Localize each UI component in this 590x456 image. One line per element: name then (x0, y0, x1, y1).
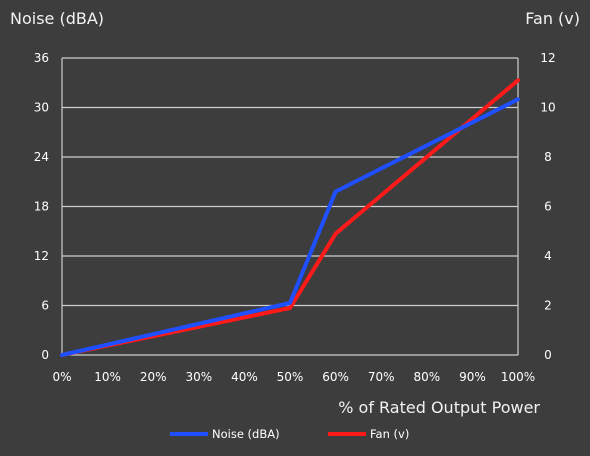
right-tick-label: 0 (544, 348, 552, 362)
left-tick-label: 18 (34, 200, 49, 214)
legend-label: Noise (dBA) (212, 427, 280, 441)
x-tick-label: 50% (277, 370, 304, 384)
right-tick-label: 4 (544, 249, 552, 263)
right-tick-label: 10 (540, 101, 555, 115)
left-tick-label: 24 (34, 150, 49, 164)
left-tick-label: 36 (34, 51, 49, 65)
x-tick-label: 100% (501, 370, 535, 384)
x-tick-label: 40% (231, 370, 258, 384)
right-axis-title: Fan (v) (525, 9, 580, 28)
x-tick-label: 20% (140, 370, 167, 384)
x-tick-label: 80% (413, 370, 440, 384)
x-tick-label: 0% (52, 370, 71, 384)
tick-labels: 0 0 6 2 12 4 18 6 24 8 30 10 36 12 0% 10% 20% 30% 40% 50% 60… (34, 51, 556, 384)
x-tick-label: 30% (185, 370, 212, 384)
left-tick-label: 12 (34, 249, 49, 263)
right-tick-label: 12 (540, 51, 555, 65)
legend: Noise (dBA) Fan (v) (170, 427, 409, 441)
left-tick-label: 6 (41, 299, 49, 313)
left-tick-label: 30 (34, 101, 49, 115)
x-tick-label: 90% (459, 370, 486, 384)
x-tick-label: 60% (322, 370, 349, 384)
x-tick-label: 10% (94, 370, 121, 384)
left-axis-title: Noise (dBA) (10, 9, 104, 28)
right-tick-label: 8 (544, 150, 552, 164)
right-tick-label: 6 (544, 200, 552, 214)
right-tick-label: 2 (544, 299, 552, 313)
x-axis-title: % of Rated Output Power (338, 398, 540, 417)
left-tick-label: 0 (41, 348, 49, 362)
series-lines (60, 78, 520, 357)
grid (61, 57, 519, 356)
series-line (60, 97, 520, 357)
series-line (60, 78, 520, 357)
legend-label: Fan (v) (370, 427, 409, 441)
x-tick-label: 70% (368, 370, 395, 384)
